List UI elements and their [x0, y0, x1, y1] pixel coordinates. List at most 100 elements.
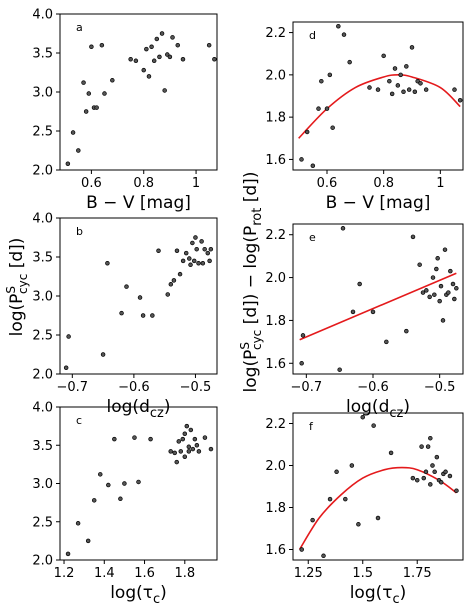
x-tick-label-d-1: 0.8 [373, 176, 394, 191]
data-point-e-20 [440, 318, 446, 323]
x-tick-label-f-0: 1.25 [294, 566, 323, 581]
x-tick-label-f-1: 1.5 [352, 566, 373, 581]
data-point-f-16 [423, 469, 429, 475]
panel-letter-e: e [309, 231, 316, 244]
data-point-c-17 [180, 436, 186, 442]
data-point-c-28 [202, 435, 208, 440]
data-point-b-8 [150, 313, 155, 318]
data-point-b-20 [191, 258, 197, 264]
data-point-a-22 [162, 88, 167, 93]
y-axis-label-e: log(PScyc [d]) − log(Prot [d]) [238, 172, 265, 393]
data-point-e-3 [340, 226, 346, 231]
data-point-a-11 [110, 78, 115, 83]
data-point-d-9 [341, 32, 347, 37]
data-point-f-27 [447, 473, 453, 479]
data-point-e-16 [434, 266, 439, 272]
data-point-e-13 [427, 294, 432, 300]
data-point-b-5 [124, 284, 129, 289]
data-point-f-6 [349, 463, 355, 468]
y-tick-label-b-4: 4.0 [32, 212, 53, 227]
panel-f: 1.25 1.5 1.75 1.6 1.8 2.0 2.2 f log(τc) [265, 412, 464, 607]
data-point-d-13 [381, 53, 386, 59]
fit-curve-e [299, 272, 457, 341]
data-point-d-18 [398, 72, 403, 78]
y-tick-label-a-1: 2.5 [32, 125, 53, 140]
panel-d: 0.6 0.8 1 1.6 1.8 2.0 2.2 d B − V [mag] [265, 21, 464, 213]
panel-c: 1.2 1.4 1.6 1.8 2.0 2.5 3.0 3.5 4.0 c log(τc) [32, 401, 218, 607]
data-point-a-5 [86, 91, 92, 96]
x-axis-label-c: log(τc) [110, 583, 167, 607]
data-point-a-8 [94, 105, 99, 110]
y-tick-label-e-2: 2.0 [265, 271, 286, 286]
y-tick-label-a-2: 3.0 [32, 86, 53, 101]
data-point-d-8 [336, 23, 341, 29]
data-point-c-24 [190, 446, 196, 452]
panel-b: −0.7 −0.6 −0.5 2.0 2.5 3.0 3.5 4.0 b log(dcz) log(… [4, 212, 218, 421]
data-point-d-26 [423, 87, 429, 92]
x-tick-label-a-2: 1 [192, 176, 200, 191]
data-point-d-25 [418, 81, 423, 86]
data-point-f-13 [414, 477, 420, 483]
data-point-d-0 [299, 157, 304, 162]
data-point-f-22 [434, 454, 440, 460]
data-point-b-18 [188, 262, 193, 268]
x-axis-label-d: B − V [mag] [326, 193, 431, 213]
data-point-c-21 [186, 444, 192, 450]
y-tick-label-a-3: 3.5 [32, 47, 53, 62]
data-point-a-13 [133, 58, 139, 64]
y-tick-label-c-0: 2.0 [32, 554, 53, 569]
y-tick-label-c-4: 4.0 [32, 401, 53, 416]
data-point-e-1 [300, 333, 306, 338]
data-point-b-24 [199, 239, 204, 244]
data-point-c-20 [184, 423, 190, 429]
data-point-b-15 [180, 258, 186, 264]
data-point-f-11 [388, 450, 394, 456]
data-point-c-0 [65, 551, 71, 557]
y-tick-label-a-0: 2.0 [32, 164, 53, 179]
data-point-a-28 [206, 42, 212, 48]
data-point-a-24 [167, 54, 173, 60]
data-point-e-4 [350, 309, 356, 315]
data-point-e-10 [417, 262, 422, 267]
x-tick-label-b-0: −0.7 [57, 380, 89, 395]
data-point-e-25 [450, 281, 456, 287]
data-point-c-8 [122, 481, 127, 486]
data-point-d-17 [395, 83, 401, 88]
x-tick-label-c-2: 1.6 [134, 566, 155, 581]
data-point-a-4 [83, 109, 89, 114]
data-point-e-14 [430, 275, 436, 280]
data-point-c-19 [182, 454, 188, 459]
data-point-d-27 [452, 87, 457, 92]
y-tick-label-e-0: 1.6 [265, 357, 286, 372]
data-point-d-23 [412, 89, 418, 95]
data-point-b-19 [190, 240, 195, 246]
data-point-d-3 [316, 106, 321, 111]
data-point-f-18 [428, 482, 433, 487]
data-point-b-3 [105, 260, 110, 266]
x-tick-label-d-2: 1 [436, 176, 444, 191]
data-point-c-1 [75, 521, 81, 526]
data-point-c-2 [85, 538, 91, 544]
data-point-e-7 [384, 339, 389, 345]
data-point-f-9 [371, 423, 376, 428]
y-tick-label-b-0: 2.0 [32, 368, 53, 383]
data-point-e-9 [410, 234, 416, 240]
x-axis-label-a: B − V [mag] [86, 193, 191, 213]
plot-frame-f [292, 412, 464, 561]
data-point-e-2 [337, 367, 342, 372]
data-point-e-24 [448, 268, 453, 274]
y-tick-label-d-0: 1.6 [265, 153, 286, 168]
y-tick-label-c-2: 3.0 [32, 477, 53, 492]
data-point-d-1 [304, 129, 310, 135]
data-point-f-14 [419, 444, 424, 449]
panel-e: −0.7 −0.6 −0.5 1.6 1.8 2.0 2.2 e log(dcz) log(PSc… [238, 172, 464, 421]
data-point-f-19 [428, 435, 433, 441]
data-point-c-26 [194, 443, 200, 448]
x-tick-label-c-1: 1.4 [94, 566, 115, 581]
y-tick-label-b-2: 3.0 [32, 290, 53, 305]
x-tick-label-c-0: 1.2 [54, 566, 75, 581]
data-point-b-1 [66, 334, 71, 339]
data-point-d-21 [406, 87, 412, 92]
data-point-f-4 [334, 469, 339, 475]
